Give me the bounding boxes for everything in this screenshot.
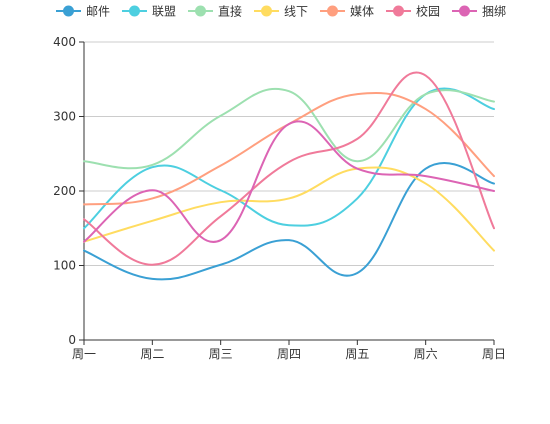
legend-marker: [63, 5, 74, 17]
legend-marker: [327, 5, 338, 17]
x-tick-label: 周三: [209, 347, 233, 361]
x-tick-label: 周二: [140, 347, 164, 361]
y-tick-label: 400: [53, 35, 76, 49]
x-tick-label: 周四: [277, 347, 301, 361]
x-tick-label: 周五: [345, 347, 369, 361]
y-tick-label: 200: [53, 184, 76, 198]
legend-marker: [129, 5, 140, 17]
legend-label: 联盟: [152, 5, 176, 19]
x-tick-label: 周一: [72, 347, 96, 361]
legend-item-4[interactable]: 媒体: [320, 5, 374, 19]
legend: 邮件 联盟 直接 线下 媒体 校园 捆绑: [56, 4, 506, 19]
legend-item-0[interactable]: 邮件: [56, 5, 110, 19]
legend-item-6[interactable]: 捆绑: [452, 5, 506, 19]
legend-item-2[interactable]: 直接: [188, 4, 242, 19]
series-line-1[interactable]: [83, 87, 495, 230]
legend-marker: [261, 5, 272, 17]
legend-item-1[interactable]: 联盟: [122, 5, 176, 19]
series-line-5[interactable]: [83, 71, 495, 266]
legend-label: 捆绑: [482, 5, 506, 19]
legend-label: 媒体: [350, 5, 374, 19]
legend-label: 线下: [284, 5, 308, 19]
series-line-3[interactable]: [83, 166, 495, 252]
legend-label: 邮件: [86, 5, 110, 19]
legend-marker: [195, 5, 206, 17]
y-tick-label: 300: [53, 110, 76, 124]
series-lines: [83, 71, 495, 281]
grid-lines: [84, 41, 494, 266]
series-line-0[interactable]: [83, 162, 495, 281]
legend-item-3[interactable]: 线下: [254, 5, 308, 19]
legend-label: 直接: [218, 4, 242, 19]
legend-marker: [459, 5, 470, 17]
x-tick-label: 周六: [414, 347, 438, 361]
series-line-2[interactable]: [83, 87, 495, 170]
legend-marker: [393, 5, 404, 17]
legend-label: 校园: [416, 4, 440, 19]
legend-item-5[interactable]: 校园: [386, 4, 440, 19]
series-line-6[interactable]: [83, 120, 495, 243]
y-tick-label: 100: [53, 259, 76, 273]
x-tick-label: 周日: [482, 347, 506, 361]
axes: 0 100 200 300 400 周一 周二 周三 周四 周五 周六 周日: [53, 35, 506, 361]
y-tick-label: 0: [68, 333, 76, 347]
